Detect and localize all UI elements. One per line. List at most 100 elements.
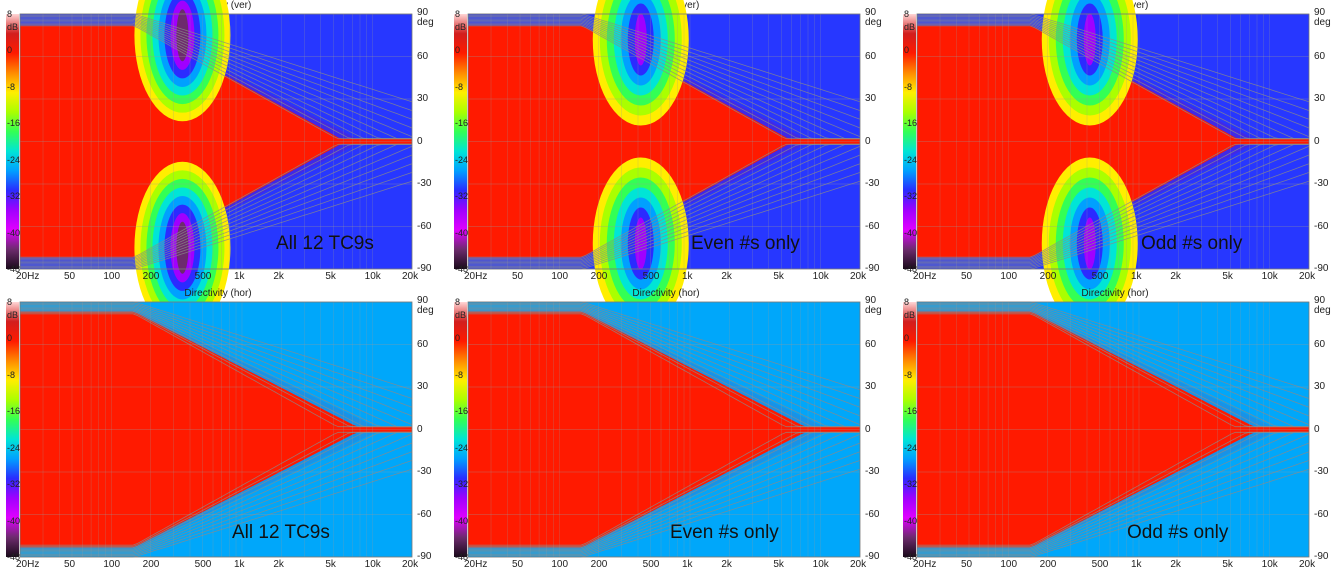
x-tick-label: 20Hz: [16, 271, 40, 282]
color-scale-tick-label: 8: [904, 9, 910, 19]
y-tick-label: -60: [1314, 220, 1329, 232]
y-tick-label: -60: [865, 220, 880, 232]
contour-line: [468, 143, 860, 259]
contour-line: [20, 143, 412, 258]
y-tick-label: 0: [865, 135, 871, 147]
y-tick-label: 60: [417, 338, 429, 350]
contour-line: [468, 22, 860, 140]
contour-line: [20, 313, 412, 428]
contour-line: [917, 21, 1309, 140]
color-scale-bar: [903, 302, 916, 557]
x-tick-label: 200: [1039, 271, 1057, 282]
contour-line: [917, 143, 1309, 263]
x-tick-label: 5k: [1222, 559, 1233, 570]
y-tick-label: -30: [1314, 178, 1329, 189]
color-scale-tick-label: -24: [455, 154, 469, 165]
panel-caption: Even #s only: [691, 233, 800, 254]
y-tick-label: -90: [1314, 263, 1329, 274]
contour-line: [468, 431, 860, 546]
color-scale-tick-label: -8: [455, 369, 464, 380]
contour-line: [20, 154, 413, 266]
x-tick-label: 20k: [402, 271, 419, 282]
panel-caption: All 12 TC9s: [276, 233, 374, 254]
contour-line: [917, 460, 1310, 557]
color-scale-tick-label: -16: [7, 406, 21, 417]
heatmap-plot: [916, 301, 1310, 558]
directivity-null-lobe: [634, 217, 647, 270]
x-tick-label: 1k: [681, 271, 693, 282]
y-axis-unit: deg: [1314, 17, 1331, 28]
x-tick-label: 50: [511, 271, 524, 282]
contour-line: [917, 22, 1309, 140]
y-axis-unit: deg: [865, 17, 882, 28]
directivity-panel: Directivity (hor) 8 0 -8 -16 -24 -32 -40 -48 dB 20…: [448, 288, 884, 575]
contour-line: [917, 18, 1310, 138]
color-scale-tick-label: -8: [7, 369, 16, 380]
contour-line: [917, 305, 1310, 417]
contour-line: [20, 306, 413, 426]
contour-line: [20, 20, 412, 140]
x-tick-label: 100: [1000, 271, 1018, 282]
color-scale-tick-label: -32: [904, 479, 918, 490]
x-tick-label: 200: [142, 559, 160, 570]
color-scale-unit: dB: [7, 22, 19, 32]
color-scale-bar: [454, 14, 467, 269]
color-scale-tick-label: -48: [7, 264, 21, 274]
x-tick-label: 1k: [681, 559, 693, 570]
y-tick-label: 30: [417, 381, 429, 392]
heatmap-plot: [19, 301, 413, 558]
x-tick-label: 50: [960, 271, 973, 282]
color-scale-tick-label: -32: [7, 191, 21, 202]
contour-line: [917, 304, 1310, 408]
color-scale-tick-label: 0: [7, 45, 13, 56]
color-scale-tick-label: 0: [7, 333, 13, 344]
x-tick-label: 500: [1091, 271, 1109, 282]
contour-line: [917, 313, 1309, 428]
contour-line: [20, 431, 412, 549]
contour-line: [468, 143, 860, 258]
y-tick-label: 0: [865, 423, 871, 435]
color-scale-gradient: [6, 14, 19, 269]
contour-line: [917, 143, 1309, 262]
contour-line: [468, 442, 861, 554]
contour-line: [468, 309, 860, 428]
contour-line: [917, 20, 1309, 140]
y-axis-unit: deg: [1314, 305, 1331, 316]
color-scale-tick-label: 8: [7, 9, 13, 19]
y-tick-label: 30: [865, 93, 877, 104]
y-axis-unit: deg: [417, 17, 434, 28]
y-tick-label: -90: [865, 263, 880, 274]
panel-caption: Even #s only: [670, 522, 779, 543]
contour-line: [917, 431, 1309, 549]
contour-line: [20, 312, 412, 428]
plot-frame: [467, 301, 861, 558]
color-scale-tick-label: -24: [904, 442, 918, 453]
contour-line: [917, 306, 1310, 426]
contour-line: [468, 433, 861, 553]
contour-line: [20, 163, 413, 267]
x-tick-label: 20k: [402, 559, 419, 570]
directivity-panel: Directivity (ver)80-8-16-24-32-40-48dB20…: [897, 0, 1332, 330]
x-tick-label: 200: [1039, 559, 1057, 570]
x-tick-label: 100: [103, 271, 121, 282]
x-tick-label: 20Hz: [913, 271, 937, 282]
chart-title: Directivity (hor): [632, 288, 700, 299]
x-tick-label: 10k: [1261, 271, 1278, 282]
contour-line: [917, 312, 1309, 428]
directivity-null-lobe: [634, 13, 647, 66]
x-tick-label: 5k: [325, 271, 336, 282]
contour-line: [20, 309, 412, 428]
contour-line: [917, 442, 1310, 554]
color-scale-tick-label: -40: [455, 515, 469, 526]
y-tick-label: -60: [417, 220, 432, 232]
plot-frame: [916, 13, 1310, 270]
color-scale-tick-label: -16: [7, 118, 21, 129]
contour-line: [468, 313, 860, 428]
directivity-null-lobe: [1083, 217, 1096, 270]
x-tick-label: 5k: [1222, 271, 1233, 282]
color-scale-tick-label: -40: [7, 227, 21, 238]
contour-line: [917, 143, 1309, 261]
color-scale-bar: [454, 302, 467, 557]
contour-line: [468, 143, 860, 262]
x-tick-label: 50: [63, 559, 76, 570]
